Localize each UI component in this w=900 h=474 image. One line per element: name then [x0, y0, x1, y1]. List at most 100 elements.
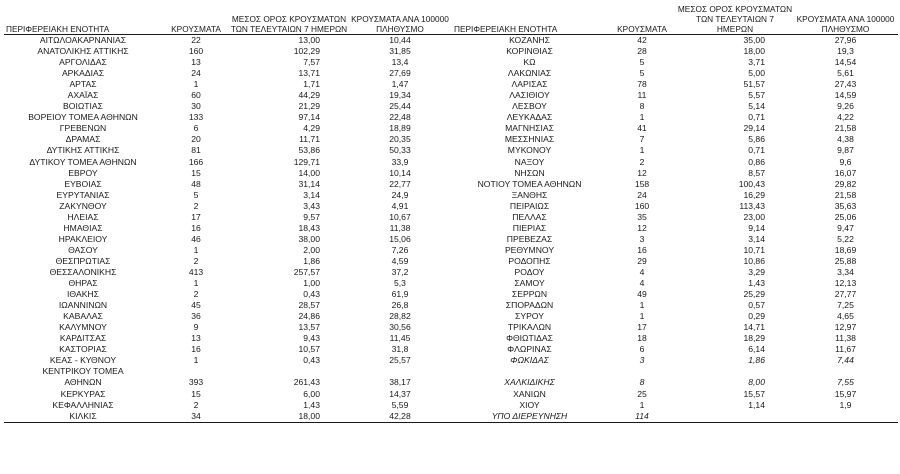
per-100k-cell: 12,13 — [834, 278, 857, 289]
header-per-100k: ΚΡΟΥΣΜΑΤΑ ΑΝΑ 100000 ΠΛΗΘΥΣΜΟ — [348, 0, 452, 35]
seven-day-average-cell: 31,14 — [298, 178, 320, 189]
region-name-cell: ΑΡΤΑΣ — [69, 79, 97, 90]
region-name-cell: ΣΥΡΟΥ — [515, 311, 544, 322]
region-name-cell: ΜΥΚΟΝΟΥ — [507, 145, 552, 156]
region-name-cell: ΚΑΛΥΜΝΟΥ — [59, 322, 107, 333]
per-100k-cell: 61,9 — [391, 289, 409, 300]
per-100k-cell: 11,38 — [389, 222, 411, 233]
region-name-cell: ΔΥΤΙΚΗΣ ΑΤΤΙΚΗΣ — [46, 145, 120, 156]
table-row: ΚΩ 5 3,71 14,54 — [452, 57, 898, 68]
table-row: ΕΥΒΟΙΑΣ 48 31,14 22,77 — [4, 179, 452, 190]
seven-day-average-cell: 13,71 — [298, 68, 320, 79]
region-name-cell: ΥΠΟ ΔΙΕΡΕΥΝΗΣΗ — [452, 410, 607, 423]
cases-cell: 2 — [193, 289, 199, 300]
cases-cell: 12 — [637, 222, 647, 233]
seven-day-average-cell: 11,71 — [299, 134, 320, 145]
cases-cell: 2 — [193, 399, 199, 410]
seven-day-average-cell: 3,14 — [748, 233, 765, 244]
table-row: ΛΕΥΚΑΔΑΣ 1 0,71 4,22 — [452, 112, 898, 123]
seven-day-average-cell: 0,57 — [748, 300, 765, 311]
table-row: ΛΑΣΙΘΙΟΥ 11 5,57 14,59 — [452, 90, 898, 101]
cases-cell: 114 — [607, 410, 677, 423]
seven-day-average-cell: 3,29 — [748, 267, 765, 277]
seven-day-average-cell: 3,43 — [303, 200, 320, 211]
region-name-cell: ΡΟΔΟΠΗΣ — [508, 255, 551, 266]
header-7day-average: ΜΕΣΟΣ ΟΡΟΣ ΚΡΟΥΣΜΑΤΩΝ ΤΩΝ ΤΕΛΕΥΤΑΙΩΝ 7 Η… — [230, 0, 348, 35]
per-100k-cell: 14,59 — [834, 90, 857, 101]
left-table-header: ΠΕΡΙΦΕΡΕΙΑΚΗ ΕΝΟΤΗΤΑ ΚΡΟΥΣΜΑΤΑ ΜΕΣΟΣ ΟΡΟ… — [4, 0, 452, 35]
seven-day-average-cell: 0,43 — [303, 355, 320, 366]
cases-cell: 158 — [634, 178, 650, 189]
seven-day-average-cell: 28,57 — [298, 300, 320, 311]
region-name-cell: ΑΘΗΝΩΝ — [64, 377, 102, 388]
region-name-cell: ΒΟΙΩΤΙΑΣ — [63, 101, 103, 112]
table-row: ΚΑΛΥΜΝΟΥ 9 13,57 30,56 — [4, 322, 452, 333]
region-name-cell: ΘΕΣΠΡΩΤΙΑΣ — [55, 255, 111, 266]
region-name-cell: ΙΘΑΚΗΣ — [67, 289, 99, 300]
per-100k-cell: 5,61 — [837, 68, 854, 79]
per-100k-cell: 22,48 — [389, 112, 411, 123]
seven-day-average-cell: 13,57 — [298, 322, 320, 333]
cases-cell — [607, 366, 677, 377]
table-row: ΒΟΙΩΤΙΑΣ 30 21,29 25,44 — [4, 101, 452, 112]
region-name-cell: ΛΑΚΩΝΙΑΣ — [507, 68, 552, 79]
cases-cell: 16 — [191, 344, 201, 355]
seven-day-average-cell — [230, 366, 348, 377]
table-row: ΑΧΑΪΑΣ 60 44,29 19,34 — [4, 90, 452, 101]
cases-cell: 17 — [637, 322, 647, 333]
per-100k-cell: 25,44 — [389, 101, 411, 112]
per-100k-cell: 27,96 — [834, 35, 857, 46]
region-name-cell: ΛΑΡΙΣΑΣ — [511, 79, 548, 90]
table-row: ΡΟΔΟΥ 4 3,29 3,34 — [452, 267, 898, 278]
seven-day-average-cell: 9,57 — [303, 211, 320, 222]
per-100k-cell: 29,82 — [834, 178, 857, 189]
table-row: ΒΟΡΕΙΟΥ ΤΟΜΕΑ ΑΘΗΝΩΝ 133 97,14 22,48 — [4, 112, 452, 123]
per-100k-cell: 26,8 — [391, 300, 409, 311]
seven-day-average-cell — [677, 410, 793, 423]
per-100k-cell: 16,07 — [834, 167, 857, 178]
cases-cell: 3 — [639, 233, 645, 244]
cases-cell: 20 — [191, 134, 201, 145]
seven-day-average-cell: 18,29 — [743, 333, 765, 344]
cases-cell: 28 — [637, 46, 647, 57]
per-100k-cell: 15,97 — [834, 388, 857, 399]
region-name-cell — [452, 366, 607, 377]
table-row: ΑΡΤΑΣ 1 1,71 1,47 — [4, 79, 452, 90]
per-100k-cell: 37,2 — [391, 267, 409, 277]
table-row: ΕΒΡΟΥ 15 14,00 10,14 — [4, 168, 452, 179]
table-row: ΚΕΝΤΡΙΚΟΥ ΤΟΜΕΑ — [4, 366, 452, 377]
per-100k-cell: 30,56 — [389, 322, 411, 333]
seven-day-average-cell: 1,43 — [748, 278, 765, 289]
cases-cell: 24 — [637, 189, 647, 200]
cases-cell: 17 — [191, 211, 201, 222]
region-name-cell: ΗΡΑΚΛΕΙΟΥ — [58, 233, 108, 244]
cases-cell: 393 — [188, 377, 204, 388]
seven-day-average-cell: 0,29 — [748, 311, 765, 322]
region-name-cell: ΛΑΣΙΘΙΟΥ — [509, 90, 550, 101]
seven-day-average-cell: 10,86 — [743, 255, 765, 266]
cases-cell: 1 — [639, 112, 645, 123]
per-100k-cell — [793, 410, 898, 423]
header-region: ΠΕΡΙΦΕΡΕΙΑΚΗ ΕΝΟΤΗΤΑ — [452, 0, 607, 35]
region-name-cell: ΚΕΝΤΡΙΚΟΥ ΤΟΜΕΑ — [42, 366, 124, 377]
table-row: ΗΜΑΘΙΑΣ 16 18,43 11,38 — [4, 223, 452, 234]
table-row: ΝΟΤΙΟΥ ΤΟΜΕΑ ΑΘΗΝΩΝ 158 100,43 29,82 — [452, 179, 898, 190]
seven-day-average-cell: 18,00 — [230, 410, 348, 423]
region-name-cell: ΜΕΣΣΗΝΙΑΣ — [504, 134, 555, 145]
header-per-100k: ΚΡΟΥΣΜΑΤΑ ΑΝΑ 100000 ΠΛΗΘΥΣΜΟ — [793, 0, 898, 35]
cases-cell: 8 — [639, 377, 645, 388]
region-name-cell: ΦΛΩΡΙΝΑΣ — [507, 344, 552, 355]
seven-day-average-cell: 14,00 — [298, 167, 320, 178]
right-table: ΠΕΡΙΦΕΡΕΙΑΚΗ ΕΝΟΤΗΤΑ ΚΡΟΥΣΜΑΤΑ ΜΕΣΟΣ ΟΡΟ… — [452, 0, 898, 423]
seven-day-average-cell: 16,29 — [743, 189, 765, 200]
table-row: ΑΡΓΟΛΙΔΑΣ 13 7,57 13,4 — [4, 57, 452, 68]
per-100k-cell: 50,33 — [389, 145, 411, 156]
per-100k-cell: 9,6 — [839, 156, 852, 167]
region-name-cell: ΤΡΙΚΑΛΩΝ — [507, 322, 552, 333]
seven-day-average-cell: 257,57 — [293, 267, 320, 277]
per-100k-cell: 27,77 — [834, 289, 857, 300]
table-row: ΑΘΗΝΩΝ 393 261,43 38,17 — [4, 377, 452, 388]
table-row: ΝΗΣΩΝ 12 8,57 16,07 — [452, 168, 898, 179]
per-100k-cell: 7,26 — [391, 244, 409, 255]
